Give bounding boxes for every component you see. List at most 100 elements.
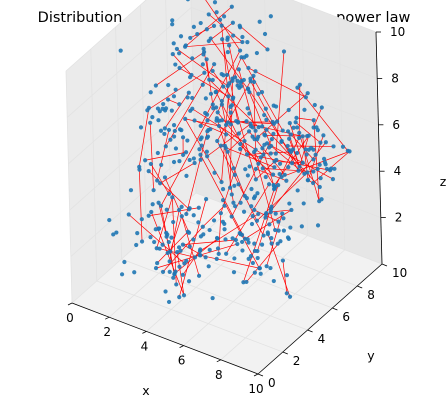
data-point xyxy=(264,210,269,216)
data-point xyxy=(198,234,204,239)
data-point xyxy=(163,289,168,294)
data-point xyxy=(178,248,183,253)
left-grid-z xyxy=(65,0,147,72)
data-point xyxy=(215,138,220,144)
data-point xyxy=(163,106,169,111)
data-point xyxy=(171,123,177,128)
y-tick-mark xyxy=(381,263,388,267)
edge-line xyxy=(148,170,190,210)
edge-line xyxy=(206,123,251,157)
z-axis-label: z xyxy=(440,174,447,189)
data-point xyxy=(253,69,258,74)
data-point xyxy=(177,207,182,213)
data-point xyxy=(305,91,310,96)
data-point xyxy=(253,166,258,172)
data-point xyxy=(146,169,151,174)
data-point xyxy=(259,90,265,95)
edge-line xyxy=(185,118,220,127)
data-point xyxy=(179,128,184,133)
data-point xyxy=(138,125,144,130)
data-point xyxy=(324,166,330,172)
data-point xyxy=(248,253,254,259)
data-point xyxy=(210,68,215,74)
edge-line xyxy=(145,151,187,161)
data-point xyxy=(244,152,250,157)
edge-line xyxy=(156,129,170,181)
data-point xyxy=(249,186,254,192)
data-point xyxy=(251,196,257,201)
data-point xyxy=(177,102,182,107)
data-point xyxy=(226,94,231,99)
data-point xyxy=(319,105,324,110)
data-point xyxy=(148,235,153,240)
data-point xyxy=(206,38,211,44)
data-point xyxy=(149,209,154,215)
data-point xyxy=(267,145,272,150)
data-point xyxy=(311,125,316,130)
data-point xyxy=(179,204,184,209)
data-point xyxy=(235,120,241,125)
data-point xyxy=(150,115,155,120)
data-point xyxy=(207,227,212,233)
data-point xyxy=(196,220,201,225)
data-point xyxy=(287,148,292,153)
edge-line xyxy=(248,67,307,98)
data-point xyxy=(304,152,309,157)
data-point xyxy=(251,73,256,78)
data-point xyxy=(156,200,161,205)
data-point xyxy=(217,17,223,22)
edge-line xyxy=(275,51,285,154)
data-point xyxy=(182,261,187,266)
data-point xyxy=(219,118,225,123)
data-point xyxy=(187,244,192,249)
edge-line xyxy=(169,216,183,252)
data-point xyxy=(300,160,305,165)
data-point xyxy=(302,107,307,112)
data-point xyxy=(128,188,134,193)
x-axis-label: x xyxy=(142,383,149,398)
left-wall-pane xyxy=(66,0,196,303)
edge-line xyxy=(255,159,277,180)
data-point xyxy=(206,12,211,17)
x-tick-label: 0 xyxy=(66,311,74,325)
data-point xyxy=(171,41,176,46)
edge-line xyxy=(246,240,281,283)
y-tick-mark xyxy=(332,307,338,311)
data-point xyxy=(268,151,273,156)
data-point xyxy=(236,131,241,136)
data-point xyxy=(264,117,269,122)
data-point xyxy=(166,82,171,88)
data-point xyxy=(240,248,245,253)
data-point xyxy=(241,209,247,214)
data-point xyxy=(240,39,245,45)
edge-line xyxy=(282,260,288,294)
data-point xyxy=(225,37,230,42)
edge-line xyxy=(270,209,292,213)
data-point xyxy=(262,112,267,118)
data-point xyxy=(157,246,162,251)
data-point xyxy=(271,172,276,177)
data-point xyxy=(268,14,273,19)
data-point xyxy=(288,132,293,137)
left-grid-y xyxy=(190,0,197,194)
data-point xyxy=(198,157,203,162)
edge-line xyxy=(298,132,320,202)
x-axis-line xyxy=(71,302,259,375)
data-point xyxy=(190,56,195,61)
data-point xyxy=(171,134,177,139)
data-point xyxy=(207,247,212,252)
data-point xyxy=(285,143,290,149)
data-point xyxy=(157,226,162,231)
data-point xyxy=(137,164,142,169)
data-point xyxy=(268,207,274,212)
z-axis-line xyxy=(375,31,383,265)
data-point xyxy=(264,127,269,132)
data-point xyxy=(312,102,317,108)
data-point xyxy=(158,203,164,208)
y-axis-line xyxy=(257,263,383,375)
edge-line xyxy=(262,168,314,172)
x-tick-mark xyxy=(142,331,147,334)
data-point xyxy=(297,82,302,87)
data-point xyxy=(211,218,217,223)
data-point xyxy=(155,178,160,183)
